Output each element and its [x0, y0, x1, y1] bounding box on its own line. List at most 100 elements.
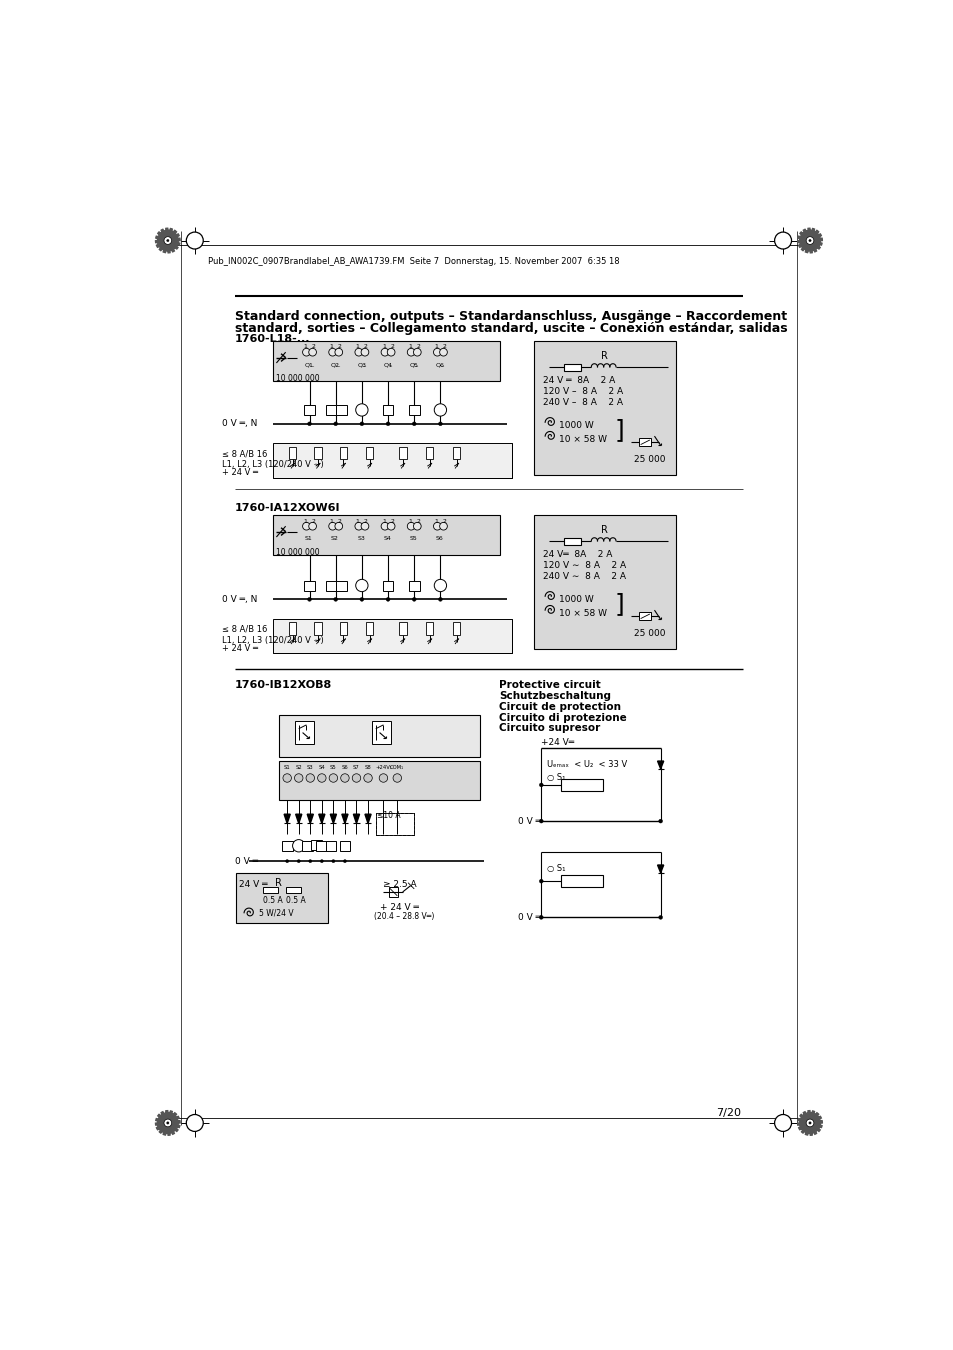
Circle shape — [309, 860, 312, 863]
Circle shape — [359, 421, 363, 425]
Polygon shape — [155, 1111, 180, 1135]
Circle shape — [412, 421, 416, 425]
Bar — [314, 447, 321, 459]
Circle shape — [309, 348, 316, 356]
Circle shape — [329, 522, 336, 531]
Text: +24 V═: +24 V═ — [540, 738, 574, 747]
Bar — [289, 622, 296, 634]
Text: 24 V ═: 24 V ═ — [239, 880, 268, 890]
Circle shape — [329, 348, 336, 356]
Text: 1000 W: 1000 W — [558, 595, 593, 603]
Circle shape — [355, 522, 362, 531]
Circle shape — [386, 421, 390, 425]
Text: ≥ 2.5 A: ≥ 2.5 A — [383, 880, 416, 890]
Circle shape — [538, 783, 542, 787]
Bar — [425, 447, 433, 459]
Text: 1  2: 1 2 — [382, 518, 395, 524]
Circle shape — [658, 819, 662, 823]
Circle shape — [808, 239, 810, 242]
Bar — [409, 405, 419, 416]
Bar — [336, 405, 347, 416]
Bar — [425, 622, 433, 634]
Circle shape — [413, 348, 420, 356]
Circle shape — [293, 840, 305, 852]
Circle shape — [805, 1119, 813, 1127]
Bar — [314, 622, 321, 634]
Polygon shape — [284, 814, 290, 824]
Bar — [382, 405, 393, 416]
Circle shape — [381, 348, 389, 356]
Polygon shape — [330, 814, 336, 824]
Text: 1760-L18-...: 1760-L18-... — [234, 335, 310, 344]
Polygon shape — [657, 865, 663, 872]
Text: S3: S3 — [356, 536, 365, 541]
Circle shape — [805, 236, 813, 244]
Polygon shape — [318, 814, 325, 824]
Text: 1  2: 1 2 — [435, 518, 446, 524]
Circle shape — [167, 1122, 169, 1125]
Text: 1  2: 1 2 — [409, 344, 420, 350]
Circle shape — [186, 232, 203, 248]
Text: ○ S₁: ○ S₁ — [546, 772, 564, 782]
Text: 24 V ═  8A    2 A: 24 V ═ 8A 2 A — [542, 377, 615, 385]
Text: Q1: Q1 — [305, 362, 314, 367]
Bar — [453, 622, 460, 634]
Circle shape — [413, 522, 420, 531]
Text: R: R — [600, 525, 607, 536]
Text: ≤10 A: ≤10 A — [376, 811, 400, 819]
Bar — [274, 514, 500, 555]
Text: 5 W/24 V: 5 W/24 V — [258, 909, 293, 917]
Bar — [339, 622, 347, 634]
Text: S6: S6 — [341, 765, 348, 769]
Circle shape — [355, 579, 368, 591]
Text: 1  2: 1 2 — [330, 344, 342, 350]
Circle shape — [334, 598, 337, 601]
Text: Circuito supresor: Circuito supresor — [498, 724, 599, 733]
Bar — [339, 447, 347, 459]
Text: 1  2: 1 2 — [304, 518, 315, 524]
Circle shape — [538, 915, 542, 919]
Circle shape — [334, 421, 337, 425]
Text: 1000 W: 1000 W — [558, 421, 593, 429]
Circle shape — [658, 915, 662, 919]
Circle shape — [361, 348, 369, 356]
Bar — [560, 779, 602, 791]
Bar — [382, 580, 393, 591]
Text: S7: S7 — [353, 765, 359, 769]
Circle shape — [335, 348, 342, 356]
Circle shape — [164, 1119, 172, 1127]
Text: L1, L2, L3 (120/240 V ∼): L1, L2, L3 (120/240 V ∼) — [221, 636, 323, 644]
Circle shape — [359, 598, 363, 601]
Text: 0 V ═: 0 V ═ — [517, 817, 540, 826]
Text: S6: S6 — [436, 536, 443, 541]
Bar — [311, 840, 321, 849]
Bar — [262, 887, 277, 892]
Circle shape — [329, 774, 337, 782]
Circle shape — [332, 860, 335, 863]
Text: Protective circuit: Protective circuit — [498, 680, 600, 690]
Text: Q6: Q6 — [436, 362, 444, 367]
Bar — [365, 622, 373, 634]
Circle shape — [317, 774, 326, 782]
Polygon shape — [797, 1111, 821, 1135]
Circle shape — [439, 522, 447, 531]
Bar — [639, 439, 651, 446]
Text: Q2: Q2 — [331, 362, 339, 367]
Polygon shape — [341, 814, 348, 824]
Bar — [564, 363, 580, 371]
Text: + 24 V ═: + 24 V ═ — [221, 468, 257, 478]
Text: 1  2: 1 2 — [330, 518, 342, 524]
Circle shape — [320, 860, 323, 863]
Circle shape — [164, 236, 172, 244]
Circle shape — [433, 348, 440, 356]
Bar — [279, 761, 479, 799]
Text: S5: S5 — [409, 536, 416, 541]
Text: ]: ] — [614, 417, 623, 441]
Circle shape — [343, 860, 346, 863]
Bar — [274, 618, 512, 653]
Circle shape — [340, 774, 349, 782]
Text: R: R — [600, 351, 607, 362]
Polygon shape — [295, 814, 301, 824]
Text: 10 000 000: 10 000 000 — [276, 548, 319, 556]
Circle shape — [538, 879, 542, 883]
